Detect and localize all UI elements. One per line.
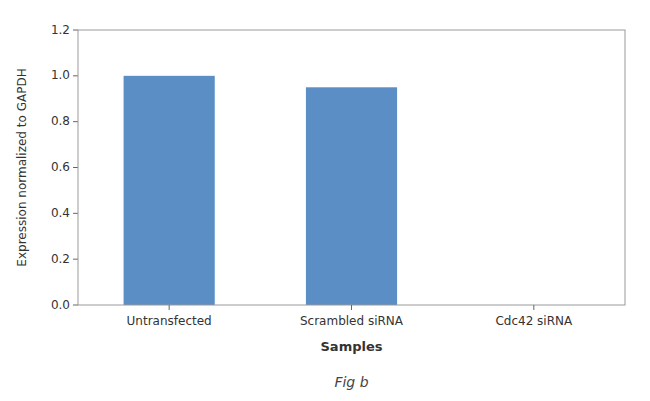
chart: 0.0 0.2 0.4 0.6 0.8 1.0 1.2 Untransfected Scramb… [0,0,650,401]
y-tick [73,305,78,306]
y-tick-label: 0.8 [51,114,70,128]
x-axis: Untransfected Scrambled siRNA Cdc42 siRNA [127,305,573,328]
y-tick [73,30,78,31]
y-axis: 0.0 0.2 0.4 0.6 0.8 1.0 1.2 [51,23,78,312]
x-tick-label: Scrambled siRNA [300,314,404,328]
y-tick-label: 1.2 [51,23,70,37]
y-tick-label: 0.4 [51,206,70,220]
y-tick [73,75,78,76]
y-axis-label: Expression normalized to GAPDH [15,68,29,266]
y-tick [73,213,78,214]
y-tick [73,121,78,122]
x-tick [351,305,352,310]
y-tick-label: 0.2 [51,252,70,266]
y-tick [73,259,78,260]
plot-frame [78,30,625,305]
bar [306,87,397,305]
x-axis-label: Samples [321,339,383,354]
bar [124,76,215,305]
x-tick [169,305,170,310]
y-tick-label: 0.0 [51,298,70,312]
x-tick-label: Untransfected [127,314,212,328]
title: Fig b [334,374,368,390]
x-tick-label: Cdc42 siRNA [495,314,573,328]
y-tick-label: 0.6 [51,160,70,174]
y-tick [73,167,78,168]
x-tick [533,305,534,310]
y-tick-label: 1.0 [51,68,70,82]
bars [124,76,397,305]
